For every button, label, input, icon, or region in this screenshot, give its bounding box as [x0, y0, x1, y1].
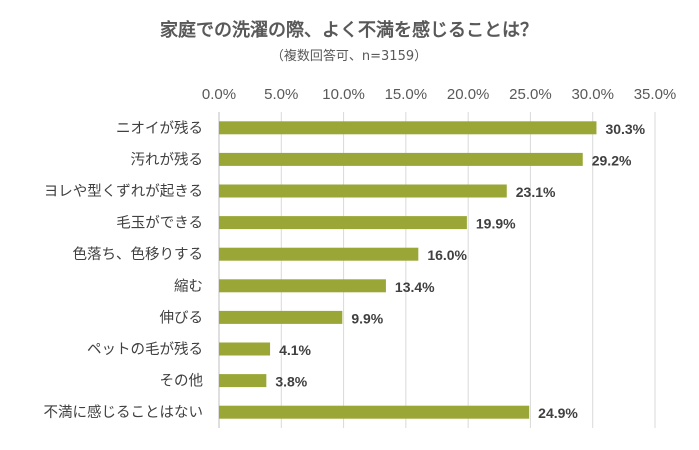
category-label: 伸びる: [160, 309, 204, 326]
bar: [219, 405, 530, 419]
category-label: 色落ち、色移りする: [73, 246, 204, 263]
data-label: 30.3%: [605, 121, 645, 137]
data-label: 16.0%: [427, 247, 467, 263]
chart-title: 家庭での洗濯の際、よく不満を感じることは？: [160, 19, 538, 41]
category-label: ニオイが残る: [116, 120, 203, 137]
bar: [219, 374, 267, 388]
bar: [219, 216, 467, 230]
category-label: 不満に感じることはない: [44, 404, 204, 421]
category-label: 汚れが残る: [131, 151, 204, 168]
x-tick-label: 10.0%: [322, 86, 365, 103]
data-label: 13.4%: [395, 279, 435, 295]
chart-subtitle: （複数回答可、n=3159）: [271, 48, 427, 64]
data-label: 3.8%: [275, 374, 307, 390]
x-tick-label: 20.0%: [447, 86, 490, 103]
category-label: その他: [160, 373, 204, 390]
data-label: 9.9%: [351, 310, 383, 326]
category-labels: ニオイが残る汚れが残るヨレや型くずれが起きる毛玉ができる色落ち、色移りする縮む伸…: [44, 120, 204, 421]
bars: [219, 121, 597, 419]
x-tick-label: 5.0%: [264, 86, 298, 103]
bar: [219, 247, 419, 261]
category-label: 縮む: [174, 278, 203, 295]
category-label: ヨレや型くずれが起きる: [44, 183, 203, 200]
x-tick-label: 15.0%: [385, 86, 428, 103]
data-label: 19.9%: [476, 216, 516, 232]
x-tick-label: 30.0%: [571, 86, 614, 103]
data-labels: 30.3% 29.2% 23.1%19.9% 16.0% 13.4% 9.9% 4.1% 3.…: [275, 121, 645, 421]
x-tick-label: 0.0%: [202, 86, 236, 103]
data-label: 23.1%: [516, 184, 556, 200]
bar: [219, 152, 583, 166]
bar: [219, 310, 343, 324]
x-tick-label: 25.0%: [509, 86, 552, 103]
bar: [219, 184, 507, 198]
bar: [219, 342, 271, 356]
data-label: 24.9%: [538, 405, 578, 421]
x-tick-labels: 0.0% 5.0% 10.0% 15.0% 20.0% 25.0% 30.0% 35.0%: [202, 86, 676, 103]
category-label: ペットの毛が残る: [87, 341, 203, 358]
bar: [219, 121, 597, 135]
bar: [219, 279, 386, 293]
category-label: 毛玉ができる: [116, 215, 203, 232]
data-label: 29.2%: [592, 152, 632, 168]
data-label: 4.1%: [279, 342, 311, 358]
x-tick-label: 35.0%: [634, 86, 677, 103]
